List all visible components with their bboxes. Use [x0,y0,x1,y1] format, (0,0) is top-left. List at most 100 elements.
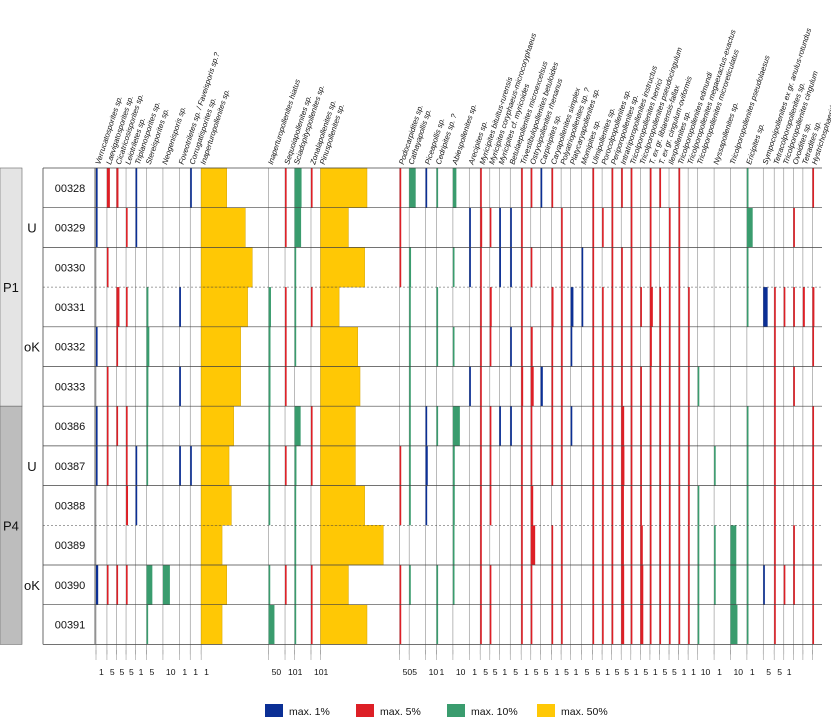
bar-mark [640,485,642,526]
bar-mark [469,366,471,407]
bar-mark [621,604,625,645]
bar-mark [602,525,604,565]
bar-mark [659,168,662,208]
bar-mark [746,287,749,327]
bar-mark [697,525,700,565]
bar-mark [268,565,271,605]
bar-mark [774,565,776,605]
legend-label: max. 50% [561,706,608,718]
bar-mark [452,445,455,486]
bar-mark [678,485,681,526]
scale-tick-label: 1 [717,667,722,677]
bar-mark [200,485,232,526]
bar-mark [200,564,227,605]
scale-tick-label: 10 [166,667,176,677]
bar-mark [489,485,492,526]
bar-mark [592,247,595,288]
bar-mark [480,604,482,645]
bar-mark [611,326,614,367]
bar-mark [551,366,554,407]
sample-label: 00386 [55,421,86,433]
bar-mark [621,565,625,605]
bar-mark [793,366,795,407]
bar-mark [146,287,149,327]
bar-mark [697,485,700,526]
bar-mark [190,445,192,486]
bar-mark [812,445,815,486]
bar-mark [640,525,643,565]
bar-mark [669,406,671,446]
bar-mark [146,445,149,486]
bar-mark [268,604,275,645]
bar-mark [294,406,301,446]
scale-tick-label: 5 [129,667,134,677]
bar-mark [452,326,455,367]
bar-mark [561,485,563,526]
bar-mark [294,287,297,327]
bar-mark [135,168,138,208]
bar-mark [659,565,662,605]
bar-mark [649,485,652,526]
bar-mark [592,525,595,565]
bar-mark [551,565,554,605]
bar-mark [200,326,241,367]
bar-mark [320,207,349,248]
bar-mark [409,406,411,446]
bar-mark [106,565,109,605]
bar-mark [480,406,482,446]
bar-mark [649,565,652,605]
bar-mark [146,326,150,367]
bar-mark [630,604,633,645]
bar-mark [320,286,340,328]
bar-mark [294,247,297,288]
bar-mark [602,366,604,407]
bar-mark [570,326,573,367]
bar-mark [611,207,614,248]
bar-mark [630,168,633,208]
bar-mark [659,287,662,327]
scale-tick-label: 1 [472,667,477,677]
bar-mark [659,604,662,645]
bar-mark [285,168,287,208]
subgroup-label: U [27,221,36,236]
bar-mark [621,366,623,407]
bar-mark [96,207,98,248]
bar-mark [611,287,614,327]
bar-mark [630,445,633,486]
bar-mark [611,565,614,605]
scale-tick-label: 1 [574,667,579,677]
bar-mark [551,168,554,208]
scale-tick-label: 1 [605,667,610,677]
bar-mark [285,445,287,486]
bar-mark [746,207,753,248]
bar-mark [714,525,716,565]
bar-mark [436,326,439,367]
bar-mark [570,287,574,327]
bar-mark [678,366,681,407]
group-label: P1 [3,280,19,295]
bar-mark [425,485,428,526]
bar-mark [640,445,642,486]
scale-tick-label: 50 [403,667,413,677]
bar-mark [530,247,533,288]
sample-labels: 00328 00329 00330 00331 00332 00333 00386 00387… [55,183,86,632]
bar-mark [783,287,786,327]
bar-mark [688,366,690,407]
bar-mark [649,168,652,208]
bar-mark [452,525,455,565]
bar-mark [425,406,428,446]
bar-mark [480,366,482,407]
bar-mark [179,287,181,327]
bar-mark [530,326,533,367]
bar-mark [678,287,681,327]
scale-tick-label: 10 [701,667,711,677]
bar-mark [200,525,223,566]
bar-mark [489,406,492,446]
bar-mark [126,207,128,248]
bar-mark [499,247,501,288]
scale-tick-label: 1 [653,667,658,677]
bar-mark [480,207,483,248]
bar-mark [561,287,563,327]
bar-mark [489,207,492,248]
bar-mark [763,287,768,327]
